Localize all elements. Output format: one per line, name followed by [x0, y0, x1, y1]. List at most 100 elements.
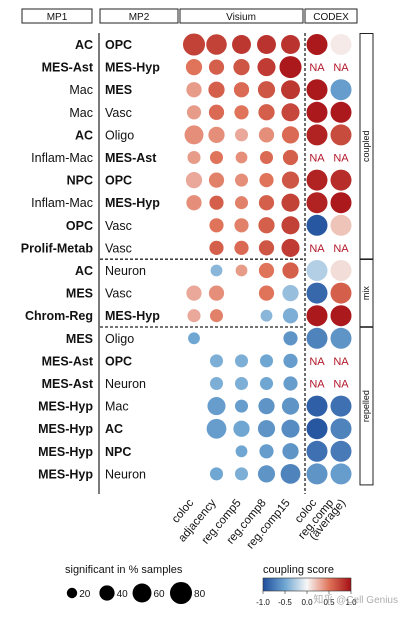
codex-dot: [330, 124, 352, 146]
visium-dot: [280, 464, 301, 484]
mp2-label: MES-Ast: [105, 151, 157, 165]
codex-dot: [306, 282, 328, 304]
codex-dot: [306, 418, 328, 440]
visium-dot: [234, 240, 249, 255]
mp1-label: MES: [66, 287, 93, 301]
visium-dot: [258, 195, 275, 211]
mp1-label: MES-Hyp: [38, 422, 93, 436]
mp1-label: NPC: [67, 174, 93, 188]
visium-dot: [282, 308, 299, 324]
codex-dot: [330, 260, 352, 281]
size-legend-dot: [169, 581, 193, 605]
codex-dot: [330, 34, 352, 55]
visium-dot: [209, 240, 224, 255]
visium-dot: [235, 264, 248, 277]
codex-na-label: NA: [309, 153, 325, 165]
size-legend-label: 40: [117, 589, 129, 600]
colorbar-tick-label: 0.0: [301, 598, 313, 607]
visium-dot: [257, 465, 276, 483]
mp1-label: Mac: [69, 106, 93, 120]
codex-na-label: NA: [333, 153, 349, 165]
visium-dot: [259, 444, 274, 459]
codex-dot: [330, 282, 352, 304]
mp1-label: MES-Ast: [42, 354, 94, 368]
mp1-label: Mac: [69, 83, 93, 97]
visium-dot: [234, 105, 249, 120]
codex-dot: [330, 463, 352, 485]
codex-header: CODEX: [313, 12, 349, 23]
codex-dot: [306, 79, 328, 101]
visium-dot: [186, 105, 202, 120]
visium-dot: [282, 284, 299, 302]
visium-dot: [281, 419, 300, 438]
codex-dot: [306, 440, 328, 462]
mp2-label: Oligo: [105, 332, 134, 346]
visium-dot: [182, 33, 206, 56]
codex-dot: [306, 260, 328, 281]
visium-dot: [184, 125, 204, 145]
size-legend-label: 60: [153, 589, 165, 600]
mp2-label: OPC: [105, 38, 132, 52]
visium-dot: [208, 172, 225, 188]
visium-dot: [281, 171, 300, 189]
visium-dot: [209, 150, 224, 165]
visium-dot: [258, 240, 275, 256]
mp2-label: Vasc: [105, 241, 132, 255]
visium-dot: [258, 285, 275, 301]
mp1-header: MP1: [47, 12, 68, 23]
mp1-label: Inflam-Mac: [31, 196, 93, 210]
size-legend-dot: [99, 585, 115, 601]
mp2-label: NPC: [105, 445, 131, 459]
visium-dot: [209, 195, 224, 210]
mp1-label: Prolif-Metab: [21, 241, 94, 255]
codex-dot: [330, 395, 352, 417]
mp1-label: MES-Ast: [42, 377, 94, 391]
visium-dot: [257, 81, 276, 99]
mp1-label: Inflam-Mac: [31, 151, 93, 165]
visium-dot: [186, 82, 202, 98]
visium-dot: [233, 420, 250, 437]
codex-dot: [306, 192, 328, 214]
x-tick-labels: colocadjacencyreg.comp5reg.comp8reg.comp…: [170, 497, 349, 551]
colorbar-tick-label: 0.5: [323, 598, 335, 607]
codex-dot: [330, 79, 352, 101]
mp2-label: Vasc: [105, 219, 132, 233]
visium-dot: [210, 264, 223, 277]
visium-dot: [281, 397, 300, 415]
visium-dot: [208, 81, 225, 98]
mp2-label: Neuron: [105, 377, 146, 391]
visium-dot: [235, 151, 248, 164]
codex-na-label: NA: [309, 62, 325, 74]
mp2-label: AC: [105, 422, 123, 436]
color-legend-title: coupling score: [263, 564, 334, 576]
visium-dot: [186, 195, 202, 211]
visium-dot: [259, 354, 274, 368]
group-bracket: [359, 326, 374, 486]
group-dividers: [100, 33, 306, 494]
mp1-label: OPC: [66, 219, 93, 233]
mp1-label: MES: [66, 332, 93, 346]
mp2-label: Oligo: [105, 128, 134, 142]
visium-dot: [281, 126, 300, 144]
visium-dot: [209, 376, 224, 391]
visium-dot: [283, 353, 298, 368]
size-legend-dot: [132, 583, 152, 603]
visium-dot: [206, 418, 227, 439]
mp2-label: MES-Hyp: [105, 309, 160, 323]
codex-dot: [306, 124, 328, 146]
visium-dot: [209, 218, 224, 233]
visium-dot: [208, 59, 225, 75]
visium-dot: [206, 34, 227, 55]
group-bracket: [359, 259, 374, 328]
codex-na-label: NA: [309, 379, 325, 391]
visium-dot: [258, 397, 275, 415]
codex-na-label: NA: [333, 243, 349, 255]
visium-dot: [187, 309, 201, 323]
visium-dot: [259, 376, 274, 391]
mp1-label: AC: [75, 264, 93, 278]
visium-header: Visium: [226, 12, 256, 23]
group-bracket: [359, 33, 374, 260]
mp1-label: AC: [75, 38, 93, 52]
codex-na-label: NA: [309, 243, 325, 255]
